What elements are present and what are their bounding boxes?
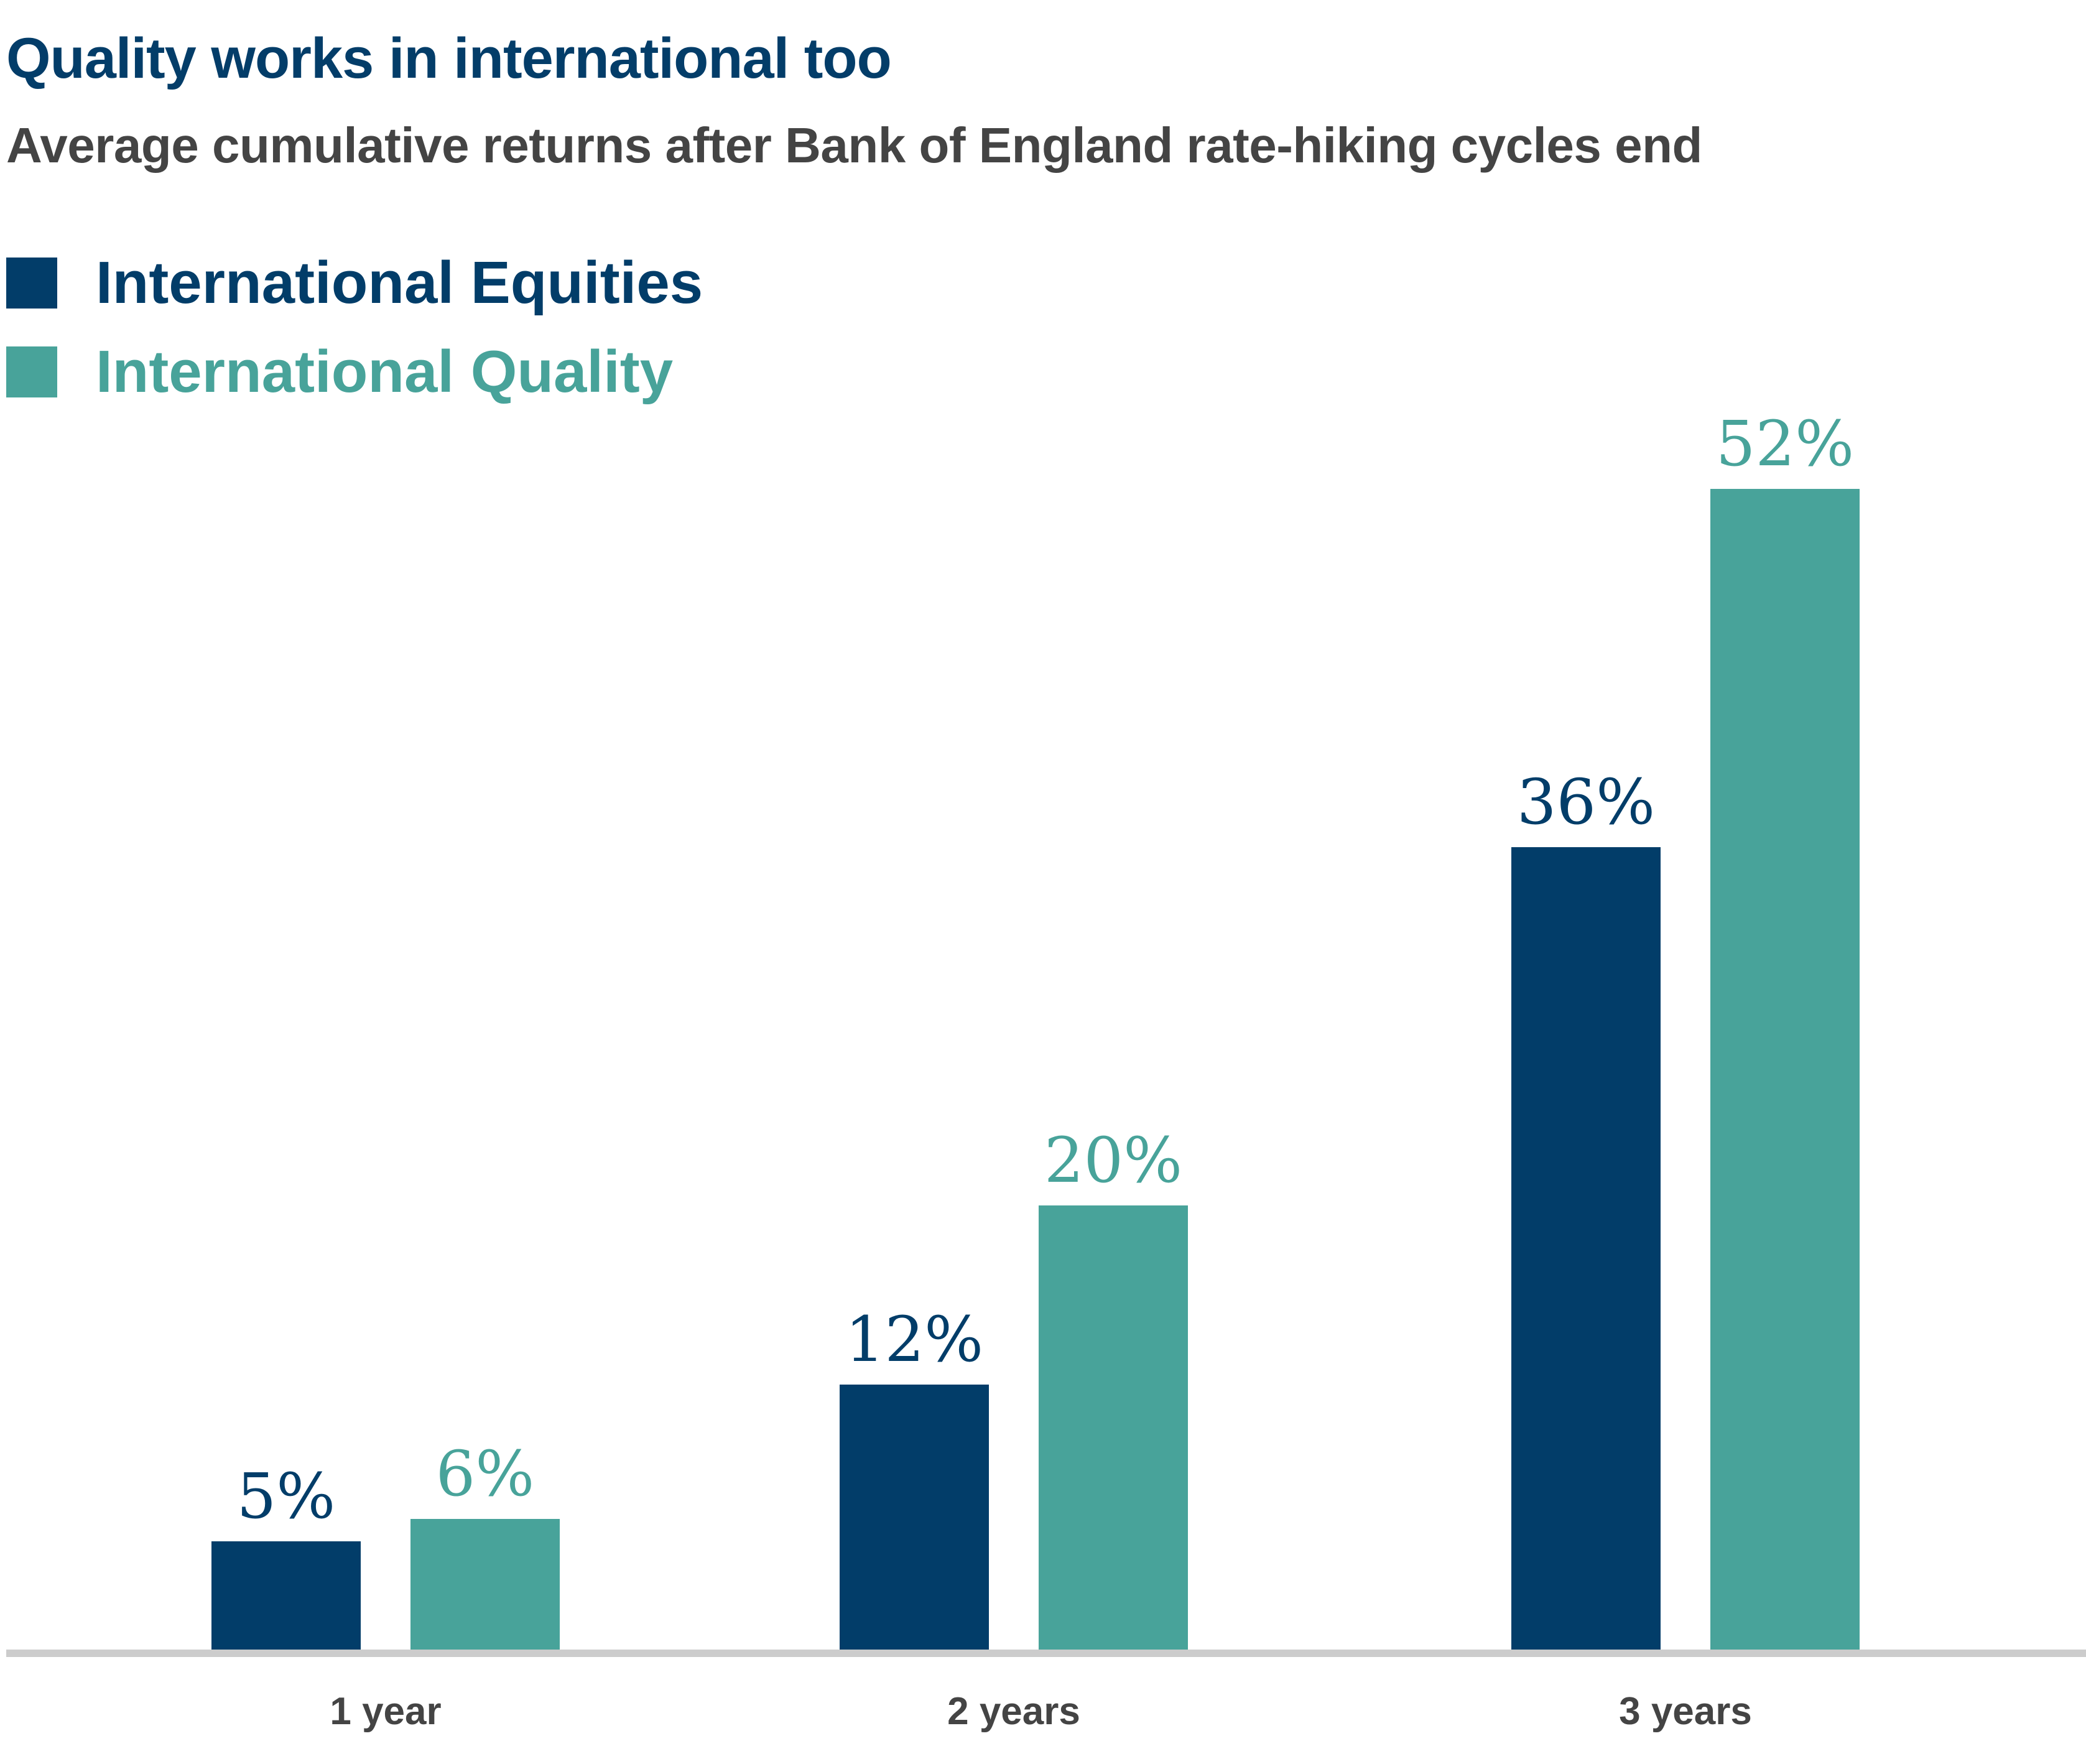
chart-title: Quality works in international too: [6, 27, 892, 90]
bar-international-quality-2: [1039, 1205, 1188, 1653]
legend-swatch-international-quality: [6, 346, 57, 397]
bar-international-quality-1: [410, 1519, 560, 1653]
data-label-international-equities-3: 36%: [1517, 766, 1655, 838]
bar-international-quality-3: [1710, 489, 1860, 1653]
bar-international-equities-1: [211, 1541, 361, 1653]
data-label-international-quality-1: 6%: [436, 1437, 535, 1510]
data-label-international-equities-1: 5%: [237, 1460, 336, 1533]
x-tick-label-1: 1 year: [330, 1690, 441, 1733]
data-label-international-quality-3: 52%: [1716, 407, 1854, 480]
data-label-international-quality-2: 20%: [1044, 1124, 1182, 1197]
x-tick-label-3: 3 years: [1619, 1690, 1752, 1733]
bar-international-equities-2: [840, 1385, 989, 1653]
bar-international-equities-3: [1511, 847, 1661, 1653]
legend-item-international-quality: International Quality: [6, 338, 673, 405]
data-label-international-equities-2: 12%: [845, 1303, 983, 1376]
legend-item-international-equities: International Equities: [6, 249, 703, 316]
legend-label-international-quality: International Quality: [96, 338, 674, 405]
legend-swatch-international-equities: [6, 258, 57, 309]
legend-label-international-equities: International Equities: [96, 249, 703, 316]
x-tick-label-2: 2 years: [947, 1690, 1080, 1733]
chart-subtitle: Average cumulative returns after Bank of…: [6, 118, 1702, 173]
